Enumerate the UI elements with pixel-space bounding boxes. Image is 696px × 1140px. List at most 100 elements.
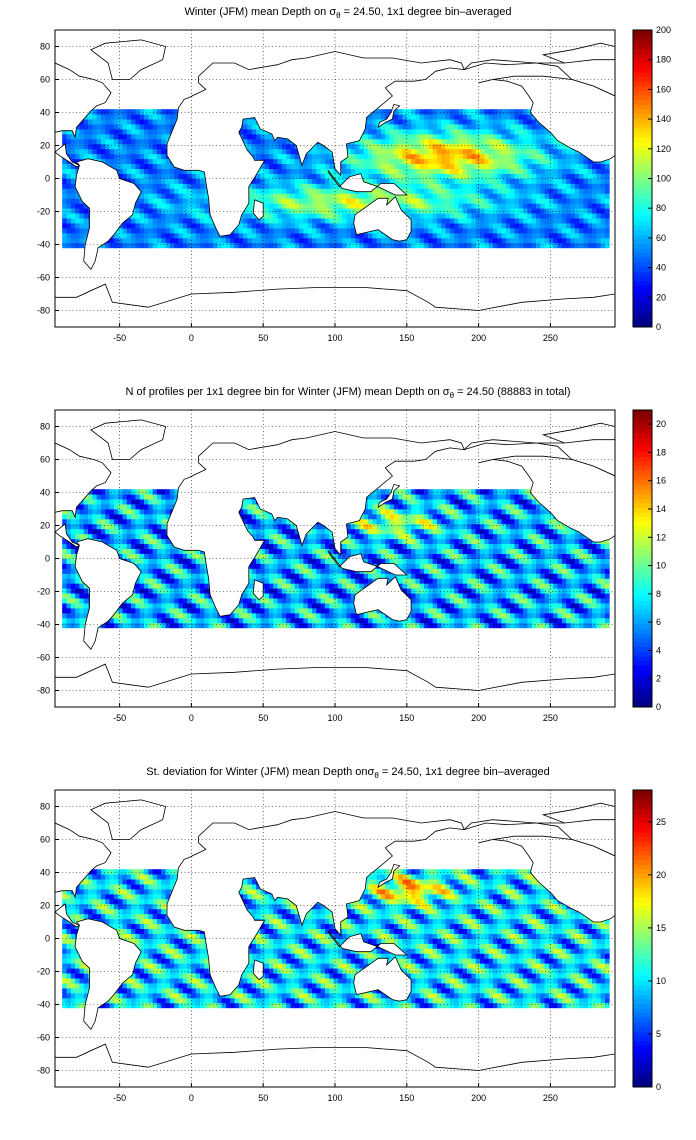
title-text: N of profiles per 1x1 degree bin for Win… <box>125 386 450 398</box>
x-tick-label: 0 <box>189 1093 194 1103</box>
x-tick-label: 150 <box>399 713 414 723</box>
grid-lines <box>55 410 615 707</box>
colorbar-tick-label: 2 <box>656 674 661 684</box>
y-tick-label: -20 <box>37 207 50 217</box>
y-tick-label: 0 <box>45 934 50 944</box>
title-subscript: θ <box>449 391 455 401</box>
coastlines <box>55 39 615 327</box>
colorbar-tick-label: 160 <box>656 84 671 94</box>
title-text-suffix: = 24.50 (88883 in total) <box>454 386 571 398</box>
colorbar-tick-label: 20 <box>656 419 666 429</box>
y-tick-label: -80 <box>37 306 50 316</box>
x-tick-label: 250 <box>543 1093 558 1103</box>
x-tick-label: 100 <box>327 1093 342 1103</box>
x-tick-label: 200 <box>471 713 486 723</box>
y-tick-label: -60 <box>37 653 50 663</box>
colorbar-tick-label: 25 <box>656 817 666 827</box>
title-subscript: θ <box>336 11 341 21</box>
y-tick-label: 60 <box>40 455 50 465</box>
y-tick-label: -20 <box>37 587 50 597</box>
colorbar: 0 20 40 60 80 100 120 140 160 180 200 <box>632 25 671 332</box>
y-tick-label: 60 <box>40 835 50 845</box>
coastlines <box>55 419 615 707</box>
x-tick-label: 250 <box>543 713 558 723</box>
colorbar-tick-label: 0 <box>656 702 661 712</box>
coastlines <box>55 799 615 1087</box>
x-tick-label: 50 <box>258 1093 268 1103</box>
x-tick-label: -50 <box>113 713 126 723</box>
colorbar: 0 5 10 15 20 25 <box>632 789 666 1092</box>
x-tick-label: 50 <box>258 713 268 723</box>
grid-lines <box>55 30 615 327</box>
y-tick-label: -20 <box>37 967 50 977</box>
y-tick-label: 40 <box>40 868 50 878</box>
chart-title: Winter (JFM) mean Depth on σθ = 24.50, 1… <box>0 6 696 20</box>
colorbar-tick-label: 180 <box>656 55 671 65</box>
heatmap-chart: -50 0 50 100 150 200 250806040200-20-40-60-800… <box>37 409 666 723</box>
colorbar-tick-label: 0 <box>656 322 661 332</box>
chart-title: St. deviation for Winter (JFM) mean Dept… <box>0 766 696 780</box>
heatmap-chart: -50 0 50 100 150 200 250806040200-20-40-60-800… <box>37 25 671 343</box>
colorbar-tick-label: 16 <box>656 476 666 486</box>
panel-profile-count: N of profiles per 1x1 degree bin for Win… <box>0 380 696 760</box>
title-text-suffix: = 24.50, 1x1 degree bin–averaged <box>378 766 550 778</box>
y-tick-label: -40 <box>37 240 50 250</box>
heatmap-chart: -50 0 50 100 150 200 250806040200-20-40-60-800… <box>37 789 666 1103</box>
colorbar: 0 2 4 6 8 10 12 14 16 18 20 <box>632 409 666 712</box>
colorbar-tick-label: 18 <box>656 447 666 457</box>
colorbar-tick-label: 120 <box>656 144 671 154</box>
y-tick-label: 40 <box>40 108 50 118</box>
y-tick-label: 80 <box>40 802 50 812</box>
x-tick-label: 250 <box>543 333 558 343</box>
colorbar-tick-label: 40 <box>656 263 666 273</box>
colorbar-tick-label: 4 <box>656 645 661 655</box>
colorbar-tick-label: 20 <box>656 292 666 302</box>
y-tick-label: 0 <box>45 174 50 184</box>
y-tick-label: 80 <box>40 422 50 432</box>
panel-std-deviation: St. deviation for Winter (JFM) mean Dept… <box>0 760 696 1140</box>
y-tick-label: 20 <box>40 901 50 911</box>
colorbar-tick-label: 10 <box>656 976 666 986</box>
y-tick-label: 20 <box>40 521 50 531</box>
title-subscript: θ <box>374 771 379 781</box>
colorbar-tick-label: 140 <box>656 114 671 124</box>
colorbar-tick-label: 6 <box>656 617 661 627</box>
title-text: St. deviation for Winter (JFM) mean Dept… <box>146 766 375 778</box>
grid-lines <box>55 790 615 1087</box>
x-tick-label: 200 <box>471 1093 486 1103</box>
colorbar-tick-label: 80 <box>656 203 666 213</box>
x-tick-label: 0 <box>189 333 194 343</box>
y-tick-label: 40 <box>40 488 50 498</box>
y-tick-label: -40 <box>37 620 50 630</box>
y-tick-label: -80 <box>37 686 50 696</box>
x-tick-label: 150 <box>399 333 414 343</box>
y-tick-label: 0 <box>45 554 50 564</box>
panel-mean-depth: Winter (JFM) mean Depth on σθ = 24.50, 1… <box>0 0 696 380</box>
colorbar-tick-label: 12 <box>656 532 666 542</box>
y-tick-label: 20 <box>40 141 50 151</box>
x-tick-label: 50 <box>258 333 268 343</box>
y-tick-label: -60 <box>37 1033 50 1043</box>
x-tick-label: -50 <box>113 1093 126 1103</box>
title-text: Winter (JFM) mean Depth on σ <box>184 6 337 18</box>
y-tick-label: 80 <box>40 42 50 52</box>
x-tick-label: 100 <box>327 333 342 343</box>
colorbar-tick-label: 0 <box>656 1082 661 1092</box>
colorbar-tick-label: 5 <box>656 1029 661 1039</box>
y-tick-label: 60 <box>40 75 50 85</box>
colorbar-tick-label: 10 <box>656 561 666 571</box>
x-tick-label: 200 <box>471 333 486 343</box>
chart-title: N of profiles per 1x1 degree bin for Win… <box>0 386 696 400</box>
x-tick-label: 150 <box>399 1093 414 1103</box>
colorbar-tick-label: 15 <box>656 923 666 933</box>
colorbar-tick-label: 20 <box>656 870 666 880</box>
title-text-suffix: = 24.50, 1x1 degree bin–averaged <box>340 6 512 18</box>
colorbar-tick-label: 8 <box>656 589 661 599</box>
y-tick-label: -80 <box>37 1066 50 1076</box>
colorbar-tick-label: 60 <box>656 233 666 243</box>
colorbar-tick-label: 100 <box>656 174 671 184</box>
x-tick-label: -50 <box>113 333 126 343</box>
x-tick-label: 0 <box>189 713 194 723</box>
y-tick-label: -60 <box>37 273 50 283</box>
colorbar-tick-label: 200 <box>656 25 671 35</box>
